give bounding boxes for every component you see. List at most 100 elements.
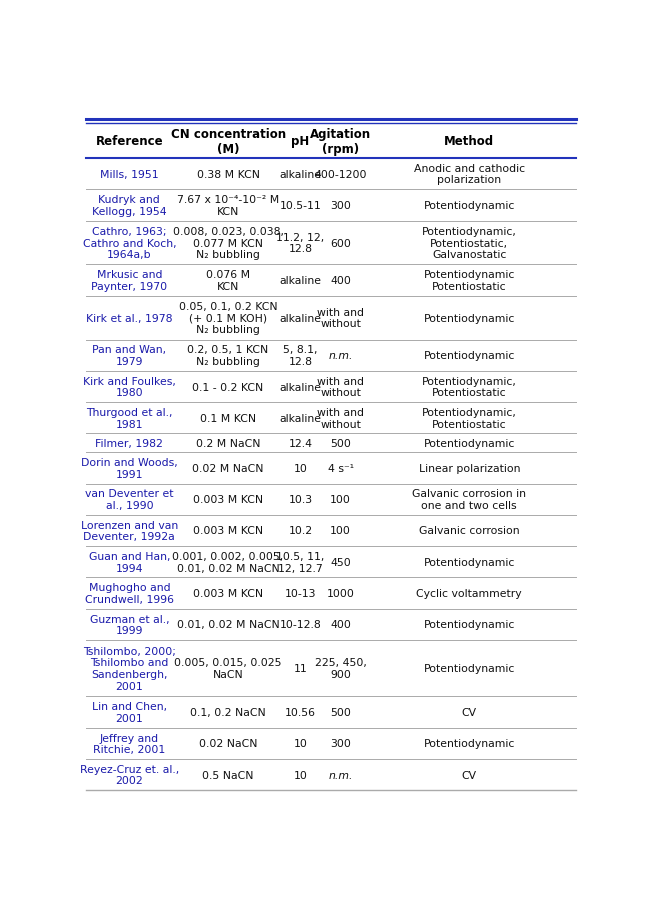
Text: alkaline: alkaline: [279, 382, 322, 392]
Text: 0.2, 0.5, 1 KCN
N₂ bubbling: 0.2, 0.5, 1 KCN N₂ bubbling: [188, 345, 269, 366]
Text: 11.2, 12,
12.8: 11.2, 12, 12.8: [277, 232, 324, 254]
Text: Reference: Reference: [95, 135, 163, 148]
Text: Filmer, 1982: Filmer, 1982: [95, 438, 163, 448]
Text: 0.076 M
KCN: 0.076 M KCN: [206, 270, 250, 292]
Text: 5, 8.1,
12.8: 5, 8.1, 12.8: [283, 345, 318, 366]
Text: with and
without: with and without: [317, 308, 364, 329]
Text: 10-12.8: 10-12.8: [280, 619, 321, 630]
Text: 0.2 M NaCN: 0.2 M NaCN: [196, 438, 261, 448]
Text: 0.05, 0.1, 0.2 KCN
(+ 0.1 M KOH)
N₂ bubbling: 0.05, 0.1, 0.2 KCN (+ 0.1 M KOH) N₂ bubb…: [179, 302, 277, 335]
Text: Lorenzen and van
Deventer, 1992a: Lorenzen and van Deventer, 1992a: [81, 520, 178, 542]
Text: Tshilombo, 2000;
Tshilombo and
Sandenbergh,
2001: Tshilombo, 2000; Tshilombo and Sandenber…: [83, 646, 176, 691]
Text: CV: CV: [462, 770, 477, 780]
Text: Potentiodynamic
Potentiostatic: Potentiodynamic Potentiostatic: [424, 270, 515, 292]
Text: CV: CV: [462, 707, 477, 717]
Text: 0.003 M KCN: 0.003 M KCN: [193, 495, 263, 505]
Text: 0.005, 0.015, 0.025
NaCN: 0.005, 0.015, 0.025 NaCN: [174, 658, 282, 680]
Text: Potentiodynamic: Potentiodynamic: [424, 200, 515, 210]
Text: Mughogho and
Crundwell, 1996: Mughogho and Crundwell, 1996: [85, 583, 174, 604]
Text: Potentiodynamic: Potentiodynamic: [424, 558, 515, 568]
Text: 0.02 M NaCN: 0.02 M NaCN: [192, 464, 264, 474]
Text: Thurgood et al.,
1981: Thurgood et al., 1981: [86, 407, 173, 429]
Text: 0.01, 0.02 M NaCN: 0.01, 0.02 M NaCN: [177, 619, 279, 630]
Text: 10: 10: [293, 464, 308, 474]
Text: 500: 500: [330, 707, 351, 717]
Text: Potentiodynamic: Potentiodynamic: [424, 313, 515, 323]
Text: n.m.: n.m.: [328, 351, 353, 361]
Text: alkaline: alkaline: [279, 313, 322, 323]
Text: Kirk et al., 1978: Kirk et al., 1978: [86, 313, 173, 323]
Text: Reyez-Cruz et. al.,
2002: Reyez-Cruz et. al., 2002: [80, 764, 179, 785]
Text: Kudryk and
Kellogg, 1954: Kudryk and Kellogg, 1954: [92, 195, 166, 217]
Text: 10-13: 10-13: [285, 589, 316, 599]
Text: Potentiodynamic: Potentiodynamic: [424, 351, 515, 361]
Text: 11: 11: [293, 663, 308, 673]
Text: Agitation
(rpm): Agitation (rpm): [310, 128, 371, 156]
Text: 450: 450: [330, 558, 351, 568]
Text: Potentiodynamic: Potentiodynamic: [424, 619, 515, 630]
Text: Dorin and Woods,
1991: Dorin and Woods, 1991: [81, 457, 178, 479]
Text: with and
without: with and without: [317, 376, 364, 398]
Text: 0.1, 0.2 NaCN: 0.1, 0.2 NaCN: [190, 707, 266, 717]
Text: 10: 10: [293, 770, 308, 780]
Text: Guzman et al.,
1999: Guzman et al., 1999: [90, 614, 169, 636]
Text: 10.2: 10.2: [288, 526, 313, 536]
Text: Pan and Wan,
1979: Pan and Wan, 1979: [92, 345, 166, 366]
Text: Cyclic voltammetry: Cyclic voltammetry: [417, 589, 522, 599]
Text: Mills, 1951: Mills, 1951: [100, 169, 159, 179]
Text: 100: 100: [330, 495, 351, 505]
Text: Potentiodynamic,
Potentiostatic: Potentiodynamic, Potentiostatic: [422, 407, 517, 429]
Text: alkaline: alkaline: [279, 414, 322, 424]
Text: 0.1 - 0.2 KCN: 0.1 - 0.2 KCN: [192, 382, 264, 392]
Text: 100: 100: [330, 526, 351, 536]
Text: Linear polarization: Linear polarization: [419, 464, 520, 474]
Text: Potentiodynamic,
Potentiostatic: Potentiodynamic, Potentiostatic: [422, 376, 517, 398]
Text: pH: pH: [292, 135, 310, 148]
Text: alkaline: alkaline: [279, 276, 322, 286]
Text: 10.5-11: 10.5-11: [280, 200, 321, 210]
Text: Galvanic corrosion: Galvanic corrosion: [419, 526, 520, 536]
Text: alkaline: alkaline: [279, 169, 322, 179]
Text: 0.003 M KCN: 0.003 M KCN: [193, 526, 263, 536]
Text: Lin and Chen,
2001: Lin and Chen, 2001: [92, 701, 167, 723]
Text: Potentiodynamic: Potentiodynamic: [424, 739, 515, 749]
Text: Method: Method: [444, 135, 494, 148]
Text: 10.3: 10.3: [288, 495, 313, 505]
Text: 400-1200: 400-1200: [314, 169, 367, 179]
Text: Guan and Han,
1994: Guan and Han, 1994: [88, 551, 170, 573]
Text: 500: 500: [330, 438, 351, 448]
Text: 600: 600: [330, 239, 351, 248]
Text: Kirk and Foulkes,
1980: Kirk and Foulkes, 1980: [83, 376, 176, 398]
Text: 300: 300: [330, 739, 351, 749]
Text: 12.4: 12.4: [288, 438, 313, 448]
Text: Cathro, 1963;
Cathro and Koch,
1964a,b: Cathro, 1963; Cathro and Koch, 1964a,b: [83, 227, 176, 260]
Text: van Deventer et
al., 1990: van Deventer et al., 1990: [85, 489, 174, 510]
Text: n.m.: n.m.: [328, 770, 353, 780]
Text: 400: 400: [330, 619, 351, 630]
Text: 400: 400: [330, 276, 351, 286]
Text: 10.56: 10.56: [285, 707, 316, 717]
Text: Mrkusic and
Paynter, 1970: Mrkusic and Paynter, 1970: [92, 270, 168, 292]
Text: 0.02 NaCN: 0.02 NaCN: [199, 739, 257, 749]
Text: 0.008, 0.023, 0.038,
0.077 M KCN
N₂ bubbling: 0.008, 0.023, 0.038, 0.077 M KCN N₂ bubb…: [173, 227, 284, 260]
Text: 300: 300: [330, 200, 351, 210]
Text: CN concentration
(M): CN concentration (M): [170, 128, 286, 156]
Text: 7.67 x 10⁻⁴-10⁻² M
KCN: 7.67 x 10⁻⁴-10⁻² M KCN: [177, 195, 279, 217]
Text: 225, 450,
900: 225, 450, 900: [315, 658, 366, 680]
Text: Jeffrey and
Ritchie, 2001: Jeffrey and Ritchie, 2001: [94, 732, 166, 754]
Text: 0.5 NaCN: 0.5 NaCN: [203, 770, 254, 780]
Text: 4 s⁻¹: 4 s⁻¹: [328, 464, 353, 474]
Text: 10.5, 11,
12, 12.7: 10.5, 11, 12, 12.7: [276, 551, 324, 573]
Text: 10: 10: [293, 739, 308, 749]
Text: Anodic and cathodic
polarization: Anodic and cathodic polarization: [413, 164, 525, 185]
Text: Galvanic corrosion in
one and two cells: Galvanic corrosion in one and two cells: [412, 489, 526, 510]
Text: 1000: 1000: [326, 589, 355, 599]
Text: 0.1 M KCN: 0.1 M KCN: [200, 414, 256, 424]
Text: 0.003 M KCN: 0.003 M KCN: [193, 589, 263, 599]
Text: Potentiodynamic: Potentiodynamic: [424, 663, 515, 673]
Text: Potentiodynamic: Potentiodynamic: [424, 438, 515, 448]
Text: 0.001, 0.002, 0.005,
0.01, 0.02 M NaCN: 0.001, 0.002, 0.005, 0.01, 0.02 M NaCN: [172, 551, 284, 573]
Text: 0.38 M KCN: 0.38 M KCN: [197, 169, 259, 179]
Text: Potentiodynamic,
Potentiostatic,
Galvanostatic: Potentiodynamic, Potentiostatic, Galvano…: [422, 227, 517, 260]
Text: with and
without: with and without: [317, 407, 364, 429]
